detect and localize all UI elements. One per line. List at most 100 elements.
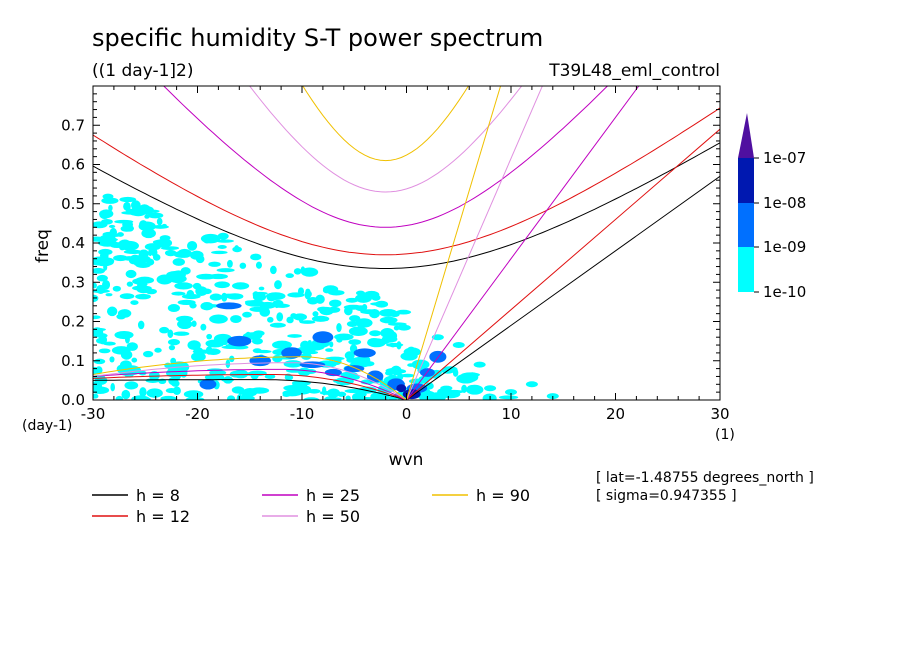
contour-cell-1e-10: [121, 389, 131, 400]
contour-cell-1e-10: [456, 373, 476, 384]
contour-cell-1e-10: [93, 315, 101, 320]
x-tick-label: 30: [710, 405, 729, 423]
contour-cell-1e-10: [98, 335, 108, 345]
contour-cell-1e-10: [312, 311, 319, 317]
contour-cell-1e-10: [123, 249, 143, 255]
contour-cell-1e-10: [143, 350, 154, 358]
contour-cell-1e-10: [346, 321, 358, 328]
contour-cell-1e-10: [135, 293, 151, 300]
contour-cell-1e-10: [160, 395, 177, 400]
rossby-curve-h90: [93, 356, 407, 400]
contour-cell-1e-10: [293, 268, 302, 275]
contour-cell-1e-10: [272, 299, 284, 307]
colorbar-band-1e-08: [738, 158, 754, 203]
contour-cell-1e-10: [200, 323, 207, 331]
colorbar-band-1e-10: [738, 247, 754, 292]
contour-cell-1e-10: [136, 285, 151, 294]
kelvin-curve-h25: [406, 86, 640, 400]
contour-cell-1e-10: [246, 372, 255, 376]
contour-cell-1e-10: [245, 299, 265, 307]
contour-cell-1e-10: [110, 382, 115, 392]
contour-cell-1e-10: [137, 320, 145, 330]
contour-cell-1e-10: [154, 347, 162, 353]
contour-cell-1e-10: [484, 385, 497, 392]
contour-cell-1e-10: [217, 232, 229, 240]
contour-cell-1e-10: [93, 381, 103, 392]
contour-cell-1e-10: [173, 371, 182, 379]
contour-cell-1e-10: [304, 290, 312, 298]
contour-cell-1e-10: [134, 262, 145, 267]
contour-cell-1e-10: [348, 326, 368, 336]
contour-cell-1e-10: [113, 254, 128, 262]
contour-cell-1e-10: [206, 333, 213, 340]
contour-cell-1e-10: [452, 368, 459, 377]
contour-cell-1e-10: [206, 348, 221, 355]
contour-cell-1e-10: [156, 217, 163, 226]
rossby-curve-h12: [93, 374, 407, 400]
contour-cell-1e-10: [452, 342, 465, 349]
contour-cell-1e-10: [227, 259, 233, 268]
contour-cell-1e-10: [317, 306, 330, 312]
contour-cell-1e-10: [93, 289, 110, 293]
contour-cell-1e-10: [119, 293, 135, 300]
contour-cell-1e-10: [114, 330, 134, 340]
contour-cell-1e-10: [215, 239, 234, 243]
contour-cell-1e-10: [292, 380, 308, 389]
contour-cell-1e-10: [189, 250, 204, 260]
contour-cell-1e-10: [325, 348, 334, 352]
y-tick-label: 0.2: [61, 313, 85, 331]
contour-cell-1e-10: [230, 315, 242, 324]
contour-cell-1e-10: [387, 322, 407, 326]
chart-units: ((1 day-1]2): [92, 61, 194, 81]
contour-cell-1e-10: [177, 299, 196, 305]
contour-cell-1e-08: [396, 384, 407, 393]
x-tick-label: -30: [81, 405, 106, 423]
colorbar-arrow-1e-07: [738, 113, 754, 158]
contour-cell-1e-10: [217, 245, 227, 249]
legend: h = 8 h = 12 h = 25 h = 50 h = 90: [92, 486, 530, 526]
contour-cell-1e-10: [208, 273, 228, 280]
contour-cell-1e-10: [94, 257, 114, 267]
contour-cell-1e-10: [355, 293, 372, 303]
contour-cell-1e-10: [267, 316, 274, 323]
contour-cell-1e-10: [381, 335, 398, 343]
contour-cell-1e-10: [208, 261, 221, 267]
contour-cell-1e-10: [311, 315, 330, 322]
contour-shading: [93, 193, 559, 400]
ig-curve-h12: [93, 107, 720, 256]
colorbar-label: 1e-07: [763, 149, 806, 167]
contour-cell-1e-10: [379, 316, 398, 324]
contour-cell-1e-10: [327, 306, 341, 313]
contour-cell-1e-10: [171, 275, 185, 284]
contour-cell-1e-10: [371, 294, 381, 301]
contour-cell-1e-10: [93, 393, 99, 399]
contour-cell-1e-10: [171, 291, 186, 296]
contour-cell-1e-10: [255, 261, 262, 269]
legend-label-h8: h = 8: [136, 486, 180, 505]
contour-cell-1e-10: [180, 267, 191, 275]
x-tick-label: -10: [290, 405, 315, 423]
contour-cell-1e-10: [299, 320, 316, 324]
legend-label-h25: h = 25: [306, 486, 360, 505]
contour-cell-1e-10: [345, 297, 359, 303]
contour-cell-1e-09: [199, 379, 217, 390]
contour-cell-1e-10: [276, 312, 284, 322]
contour-cell-1e-10: [195, 286, 208, 297]
contour-cell-1e-10: [106, 306, 118, 317]
contour-cell-1e-10: [131, 357, 138, 363]
contour-cell-1e-10: [375, 300, 389, 308]
y-tick-label: 0.7: [61, 116, 85, 134]
contour-cell-1e-10: [132, 278, 150, 285]
contour-cell-1e-10: [165, 388, 178, 394]
contour-cell-1e-10: [112, 285, 121, 292]
contour-cell-1e-10: [369, 308, 380, 319]
contour-cell-1e-10: [348, 339, 362, 345]
contour-cell-1e-10: [300, 267, 319, 277]
contour-cell-1e-10: [403, 347, 421, 357]
contour-cell-1e-10: [177, 248, 192, 258]
contour-cell-1e-10: [252, 291, 268, 295]
x-tick-label: 10: [501, 405, 520, 423]
contour-cell-1e-10: [222, 293, 236, 297]
contour-cell-1e-10: [209, 293, 223, 301]
contour-cell-1e-10: [361, 303, 368, 311]
